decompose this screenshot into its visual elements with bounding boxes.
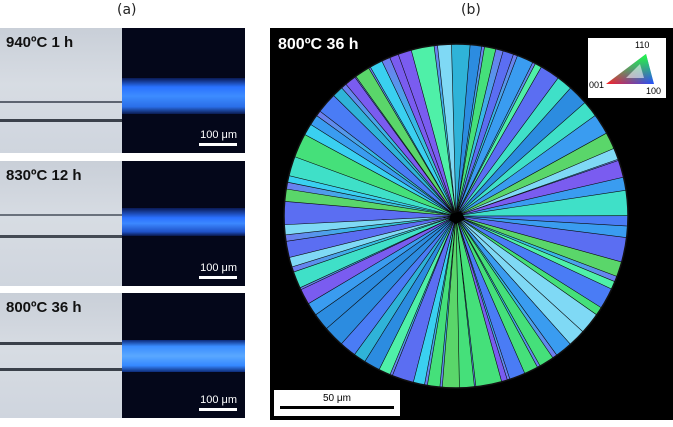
fluorescence-image	[122, 293, 245, 418]
scale-bar	[199, 143, 237, 146]
micrograph-830c-12h: 830ºC 12 h 100 μm	[0, 161, 245, 286]
ebsd-orientation-map: 800ºC 36 h 110 001 100 50 μm	[270, 28, 673, 420]
optical-image	[0, 28, 122, 153]
condition-label: 830ºC 12 h	[6, 167, 82, 184]
scale-bar-label: 100 μm	[200, 262, 237, 274]
grain	[426, 215, 457, 388]
panel-b-letter: (b)	[461, 2, 481, 18]
condition-label: 940ºC 1 h	[6, 34, 74, 51]
grain	[455, 44, 483, 217]
ebsd-scale-bar	[280, 406, 394, 409]
micrograph-800c-36h: 800ºC 36 h 100 μm	[0, 293, 245, 418]
fluorescence-image	[122, 161, 245, 286]
grain	[284, 188, 457, 217]
panel-a-letter: (a)	[117, 2, 137, 18]
ipf-label-right: 100	[646, 86, 662, 96]
ipf-label-left: 001	[589, 80, 605, 90]
spherulite-grain-map	[283, 43, 629, 389]
scale-bar-label: 100 μm	[200, 394, 237, 406]
optical-image	[0, 293, 122, 418]
scale-bar	[199, 276, 237, 279]
grain	[455, 189, 628, 217]
ebsd-scale-bar-label: 50 μm	[323, 393, 351, 404]
ipf-label-top: 110	[635, 40, 650, 50]
grain	[441, 215, 460, 388]
grain-rays	[284, 44, 628, 388]
condition-label: 800ºC 36 h	[6, 299, 82, 316]
optical-image	[0, 161, 122, 286]
map-condition-label: 800ºC 36 h	[278, 36, 359, 53]
scale-bar	[199, 408, 237, 411]
ipf-color-key: 110 001 100	[588, 38, 666, 98]
micrograph-940c-1h: 940ºC 1 h 100 μm	[0, 28, 245, 153]
fluorescence-image	[122, 28, 245, 153]
nucleation-center	[449, 211, 465, 224]
ebsd-scale-bar-box: 50 μm	[274, 390, 400, 416]
scale-bar-label: 100 μm	[200, 129, 237, 141]
